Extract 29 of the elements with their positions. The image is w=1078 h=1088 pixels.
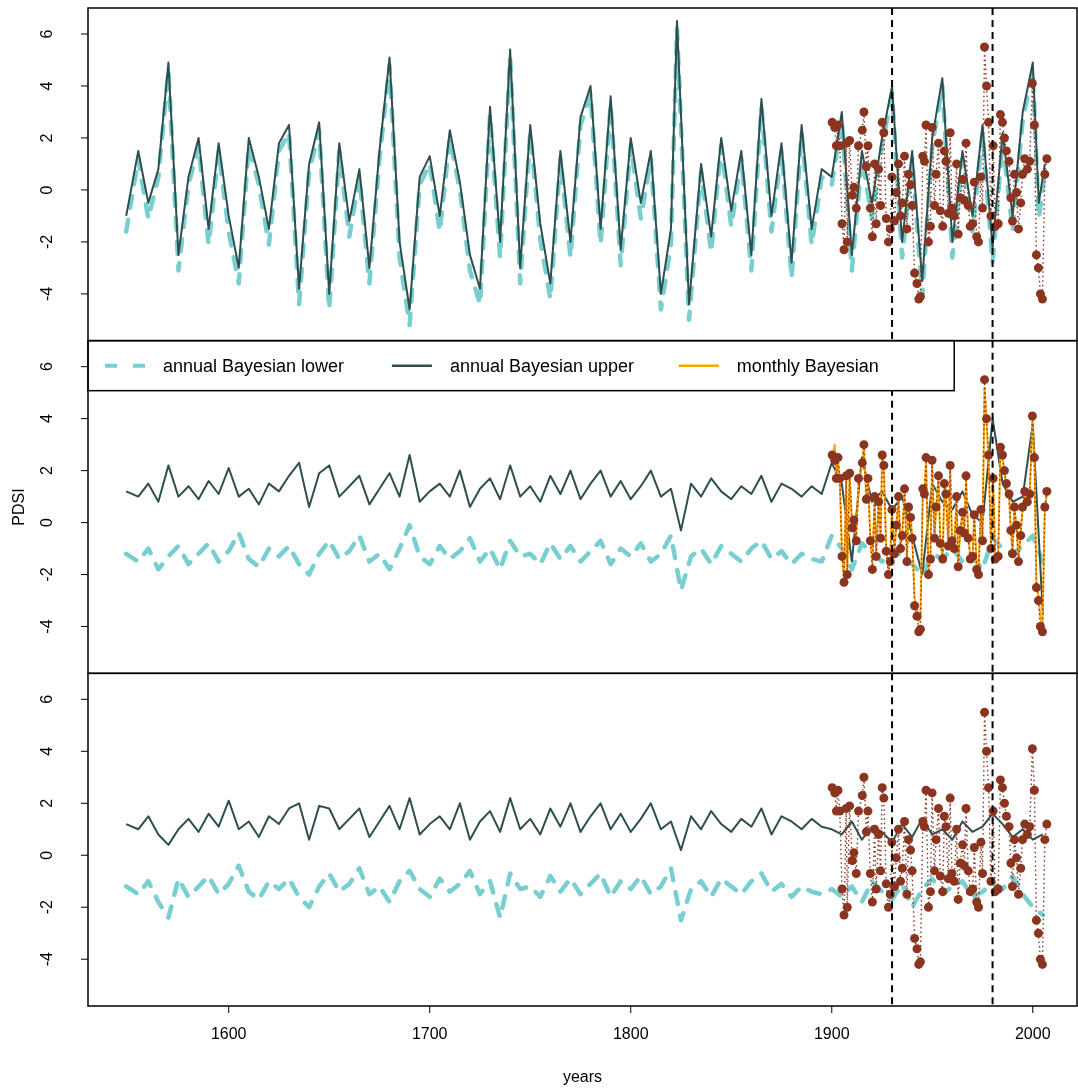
y-tick-label: 4 — [38, 746, 55, 756]
y-tick-label: 6 — [38, 694, 55, 704]
legend-label: annual Bayesian upper — [449, 355, 635, 376]
y-tick-label: 4 — [38, 81, 55, 91]
y-tick-label: -4 — [38, 952, 55, 967]
x-tick-label: 1800 — [612, 1025, 649, 1042]
x-tick-label: 1600 — [210, 1025, 247, 1042]
line-series — [123, 863, 1046, 923]
y-tick-label: -2 — [38, 900, 55, 915]
y-tick-label: -4 — [38, 619, 55, 634]
x-tick-label: 1700 — [411, 1025, 448, 1042]
y-axis-title: PDSI — [10, 488, 27, 526]
y-tick-label: 6 — [38, 362, 55, 372]
y-tick-label: 4 — [38, 414, 55, 424]
y-tick-label: 2 — [38, 466, 55, 476]
y-tick-label: 0 — [38, 185, 55, 195]
y-tick-label: -2 — [38, 234, 55, 250]
y-tick-label: 0 — [38, 850, 55, 860]
y-tick-label: 0 — [38, 518, 55, 528]
legend-label: monthly Bayesian — [736, 355, 879, 376]
x-axis-title: years — [562, 1068, 603, 1085]
legend-label: annual Bayesian lower — [163, 355, 345, 376]
x-tick-label: 2000 — [1014, 1025, 1051, 1042]
y-tick-label: -4 — [38, 286, 55, 301]
x-tick-label: 1900 — [813, 1025, 850, 1042]
y-tick-label: 2 — [38, 798, 55, 808]
y-tick-label: -2 — [38, 567, 55, 582]
y-tick-label: 6 — [38, 29, 55, 39]
y-tick-label: 2 — [38, 133, 55, 143]
